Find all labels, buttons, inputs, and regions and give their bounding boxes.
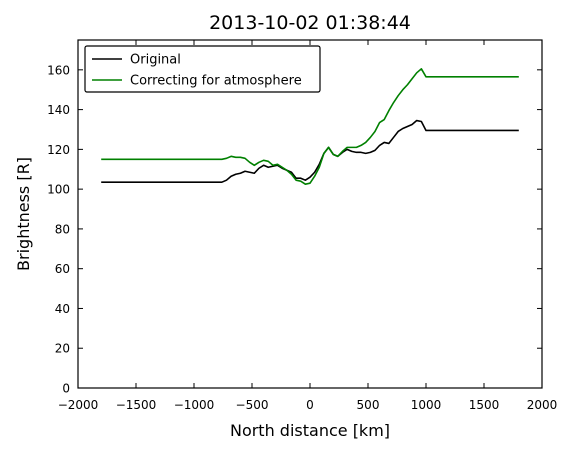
y-tick-label: 0 — [62, 382, 70, 396]
legend: Original Correcting for atmosphere — [84, 45, 321, 93]
y-tick-label: 160 — [47, 63, 70, 77]
x-tick-label: 1500 — [469, 398, 500, 412]
x-tick-label: −2000 — [58, 398, 99, 412]
x-tick-label: 500 — [357, 398, 380, 412]
y-axis-label: Brightness [R] — [14, 157, 33, 271]
y-tick-label: 120 — [47, 143, 70, 157]
x-axis-label: North distance [km] — [230, 421, 390, 440]
chart-title: 2013-10-02 01:38:44 — [209, 12, 411, 34]
legend-label-correcting-for-atmosphere: Correcting for atmosphere — [130, 74, 302, 89]
y-tick-label: 100 — [47, 183, 70, 197]
x-tick-label: −500 — [236, 398, 269, 412]
legend-label-original: Original — [130, 53, 181, 68]
x-tick-label: 0 — [306, 398, 314, 412]
x-tick-label: −1500 — [116, 398, 157, 412]
series-layer — [101, 68, 519, 185]
plot-frame — [77, 39, 543, 389]
legend-box — [84, 45, 321, 93]
y-tick-label: 80 — [55, 222, 70, 236]
y-tick-label: 40 — [55, 302, 70, 316]
y-tick-label: 140 — [47, 103, 70, 117]
y-tick-label: 20 — [55, 342, 70, 356]
x-tick-label: −1000 — [174, 398, 215, 412]
ticks-layer: −2000 −1500 −1000 −500 0 500 1000 1500 2000 0 20 40… — [47, 40, 557, 412]
series-line-correcting-for-atmosphere — [101, 68, 519, 185]
y-tick-label: 60 — [55, 262, 70, 276]
x-tick-label: 2000 — [527, 398, 558, 412]
x-tick-label: 1000 — [411, 398, 442, 412]
